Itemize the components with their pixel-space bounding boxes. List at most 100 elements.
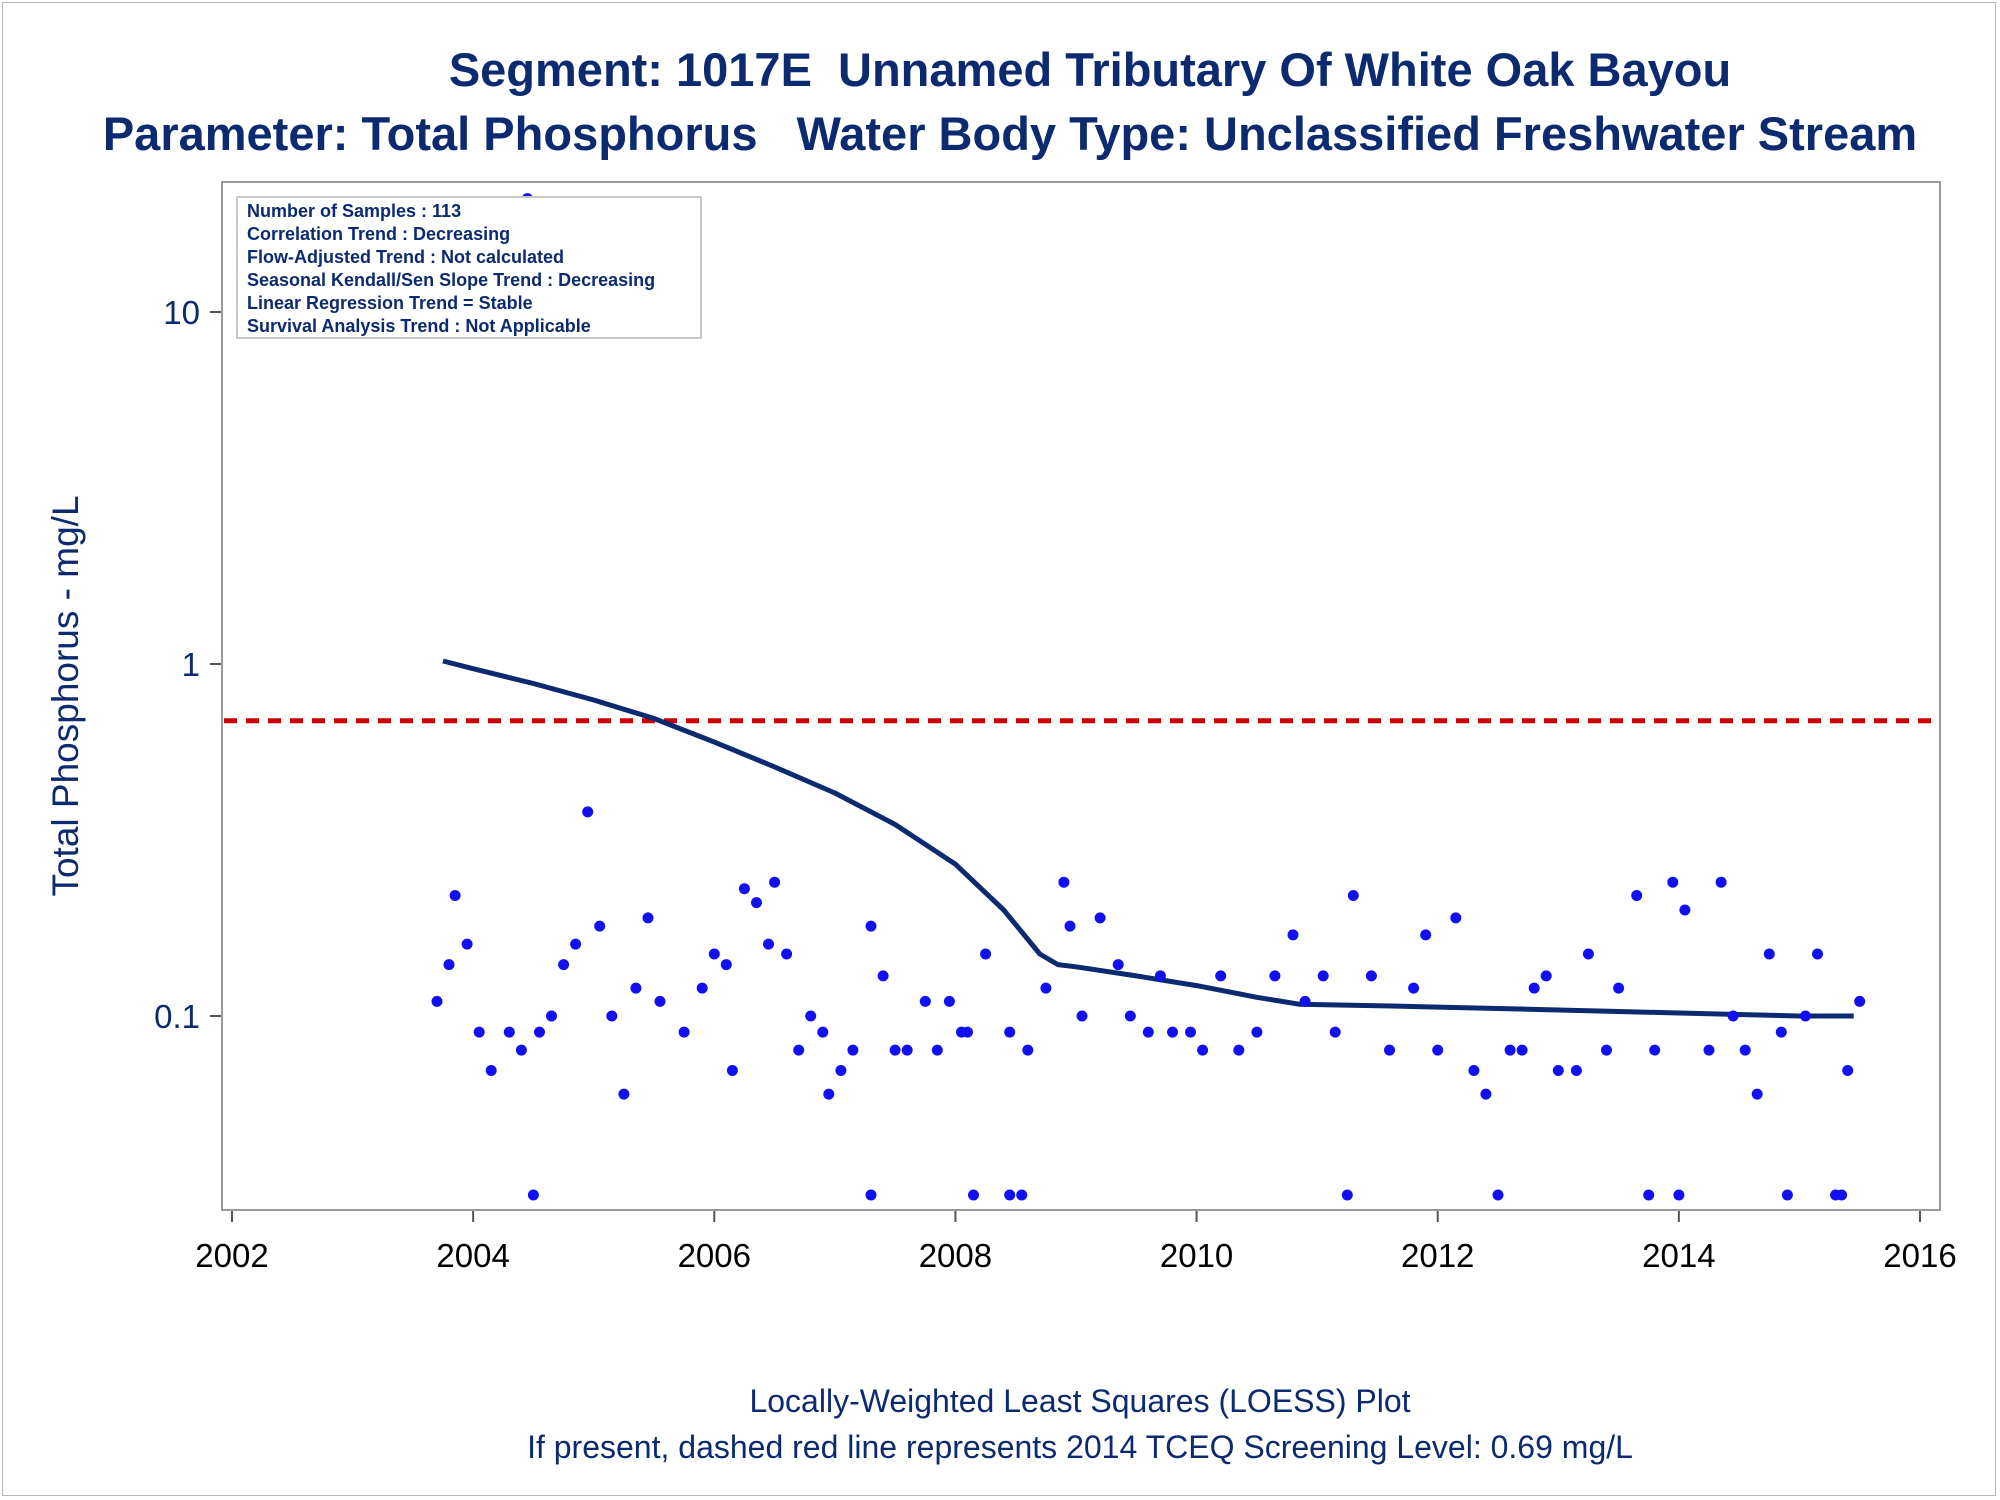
data-point — [1094, 912, 1106, 924]
data-point — [1468, 1065, 1480, 1076]
trend-summary-line: Survival Analysis Trend : Not Applicable — [247, 316, 591, 336]
data-point — [726, 1065, 738, 1076]
data-point — [1781, 1189, 1793, 1201]
y-axis-label: Total Phosphorus - mg/L — [45, 495, 86, 896]
trend-summary-border — [236, 196, 702, 339]
x-tick-label: 2014 — [1642, 1237, 1715, 1274]
data-point — [1504, 1044, 1516, 1056]
data-point — [503, 1026, 515, 1038]
data-point — [1197, 1044, 1209, 1056]
x-tick-label: 2006 — [678, 1237, 751, 1274]
trend-summary-line: Seasonal Kendall/Sen Slope Trend : Decre… — [247, 270, 655, 290]
footnote-method: Locally-Weighted Least Squares (LOESS) P… — [749, 1383, 1411, 1419]
data-point — [1299, 995, 1311, 1007]
data-point — [720, 959, 732, 971]
data-point — [515, 1044, 527, 1056]
data-point — [1552, 1065, 1564, 1076]
data-point — [835, 1065, 847, 1076]
data-point — [1800, 1010, 1811, 1022]
chart-title: Segment: 1017E Unnamed Tributary Of Whit… — [448, 43, 1732, 96]
data-point — [1420, 929, 1432, 941]
x-tick-label: 2008 — [919, 1237, 992, 1274]
data-point — [654, 995, 666, 1007]
data-point — [943, 995, 955, 1007]
chart-subtitle: Parameter: Total Phosphorus Water Body T… — [102, 107, 1918, 160]
data-point — [962, 1026, 973, 1038]
data-point — [708, 948, 720, 960]
data-point — [1854, 995, 1866, 1007]
data-point — [1167, 1026, 1178, 1038]
data-point — [1215, 970, 1227, 982]
data-point — [1269, 970, 1281, 982]
data-point — [1643, 1189, 1655, 1201]
data-point — [1649, 1044, 1661, 1056]
data-point — [534, 1026, 545, 1038]
data-point — [1842, 1065, 1854, 1076]
footnote-screening-level: If present, dashed red line represents 2… — [527, 1429, 1633, 1465]
data-point — [1631, 890, 1643, 901]
y-tick-label: 1 — [182, 646, 200, 683]
data-point — [1763, 948, 1775, 960]
data-point — [1516, 1044, 1528, 1056]
data-point — [1251, 1026, 1263, 1038]
data-point — [1751, 1088, 1763, 1100]
data-point — [1185, 1026, 1196, 1038]
data-point — [1673, 1189, 1685, 1201]
data-point — [1016, 1189, 1028, 1201]
data-point — [558, 959, 570, 971]
data-point — [431, 995, 443, 1007]
data-point — [678, 1026, 690, 1038]
data-point — [980, 948, 992, 960]
data-point — [847, 1044, 859, 1056]
x-tick-label: 2002 — [195, 1237, 268, 1274]
data-point — [618, 1088, 630, 1100]
x-tick-label: 2004 — [436, 1237, 509, 1274]
data-point — [606, 1010, 618, 1022]
data-point — [449, 890, 461, 901]
data-point — [1233, 1044, 1245, 1056]
data-point — [901, 1044, 913, 1056]
data-point — [738, 883, 750, 895]
data-point — [1703, 1044, 1715, 1056]
data-point — [865, 1189, 877, 1201]
data-point — [1727, 1010, 1739, 1022]
data-point — [527, 1189, 539, 1201]
data-point — [793, 1044, 805, 1056]
data-point — [877, 970, 889, 982]
data-point — [1004, 1189, 1016, 1201]
data-point — [1347, 890, 1359, 901]
trend-summary-line: Correlation Trend : Decreasing — [247, 224, 510, 244]
data-point — [1341, 1189, 1353, 1201]
data-point — [1570, 1065, 1582, 1076]
data-point — [1775, 1026, 1787, 1038]
data-point — [1287, 929, 1299, 941]
data-point — [931, 1044, 943, 1056]
data-point — [1601, 1044, 1612, 1056]
trend-summary-line: Flow-Adjusted Trend : Not calculated — [247, 247, 564, 267]
data-point — [769, 876, 781, 888]
data-point — [763, 938, 774, 950]
data-point — [1715, 876, 1727, 888]
data-point — [485, 1065, 497, 1076]
data-point — [642, 912, 654, 924]
x-tick-label: 2010 — [1160, 1237, 1233, 1274]
data-point — [889, 1044, 901, 1056]
data-point — [1480, 1088, 1492, 1100]
data-point — [1154, 970, 1166, 982]
data-point — [696, 982, 708, 994]
data-point — [1492, 1189, 1504, 1201]
x-tick-label: 2012 — [1401, 1237, 1474, 1274]
data-point — [781, 948, 793, 960]
data-point — [594, 920, 606, 932]
data-point — [1812, 948, 1823, 960]
data-point — [1022, 1044, 1034, 1056]
data-point — [461, 938, 473, 950]
data-point — [919, 995, 931, 1007]
data-point — [1058, 876, 1070, 888]
data-point — [473, 1026, 485, 1038]
data-point — [443, 959, 455, 971]
data-point — [1064, 920, 1076, 932]
data-point — [751, 897, 762, 909]
data-point — [1329, 1026, 1341, 1038]
